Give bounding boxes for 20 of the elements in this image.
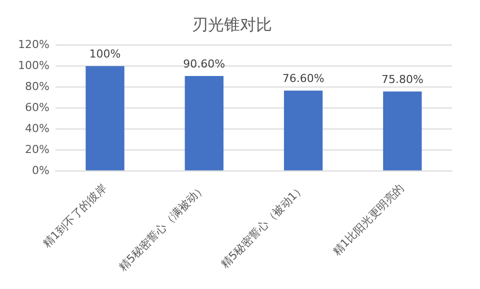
- y-tick-label: 60%: [24, 100, 50, 114]
- y-tick-label: 80%: [24, 80, 50, 93]
- y-tick-label: 20%: [24, 142, 50, 156]
- y-tick-label: 120%: [18, 38, 50, 52]
- x-tick-label: 精5秘密誓心（被动1）: [218, 182, 308, 271]
- x-tick-label: 精1到不了的彼岸: [40, 182, 110, 250]
- data-label: 100%: [89, 48, 121, 61]
- data-label: 75.80%: [381, 72, 424, 86]
- y-tick-label: 100%: [18, 59, 50, 72]
- bar: [184, 76, 224, 170]
- bar: [86, 66, 124, 170]
- x-tick-label: 精5秘密誓心（满被动）: [116, 182, 208, 274]
- y-tick-label: 0%: [32, 164, 50, 177]
- y-tick-label: 40%: [24, 122, 50, 135]
- bar: [284, 90, 323, 170]
- data-label: 90.60%: [183, 57, 226, 70]
- chart-title: 刃光锥对比: [192, 14, 272, 34]
- bar: [383, 92, 422, 170]
- data-label: 76.60%: [282, 72, 324, 86]
- x-tick-label: 精1比阳光更明亮的: [330, 182, 407, 258]
